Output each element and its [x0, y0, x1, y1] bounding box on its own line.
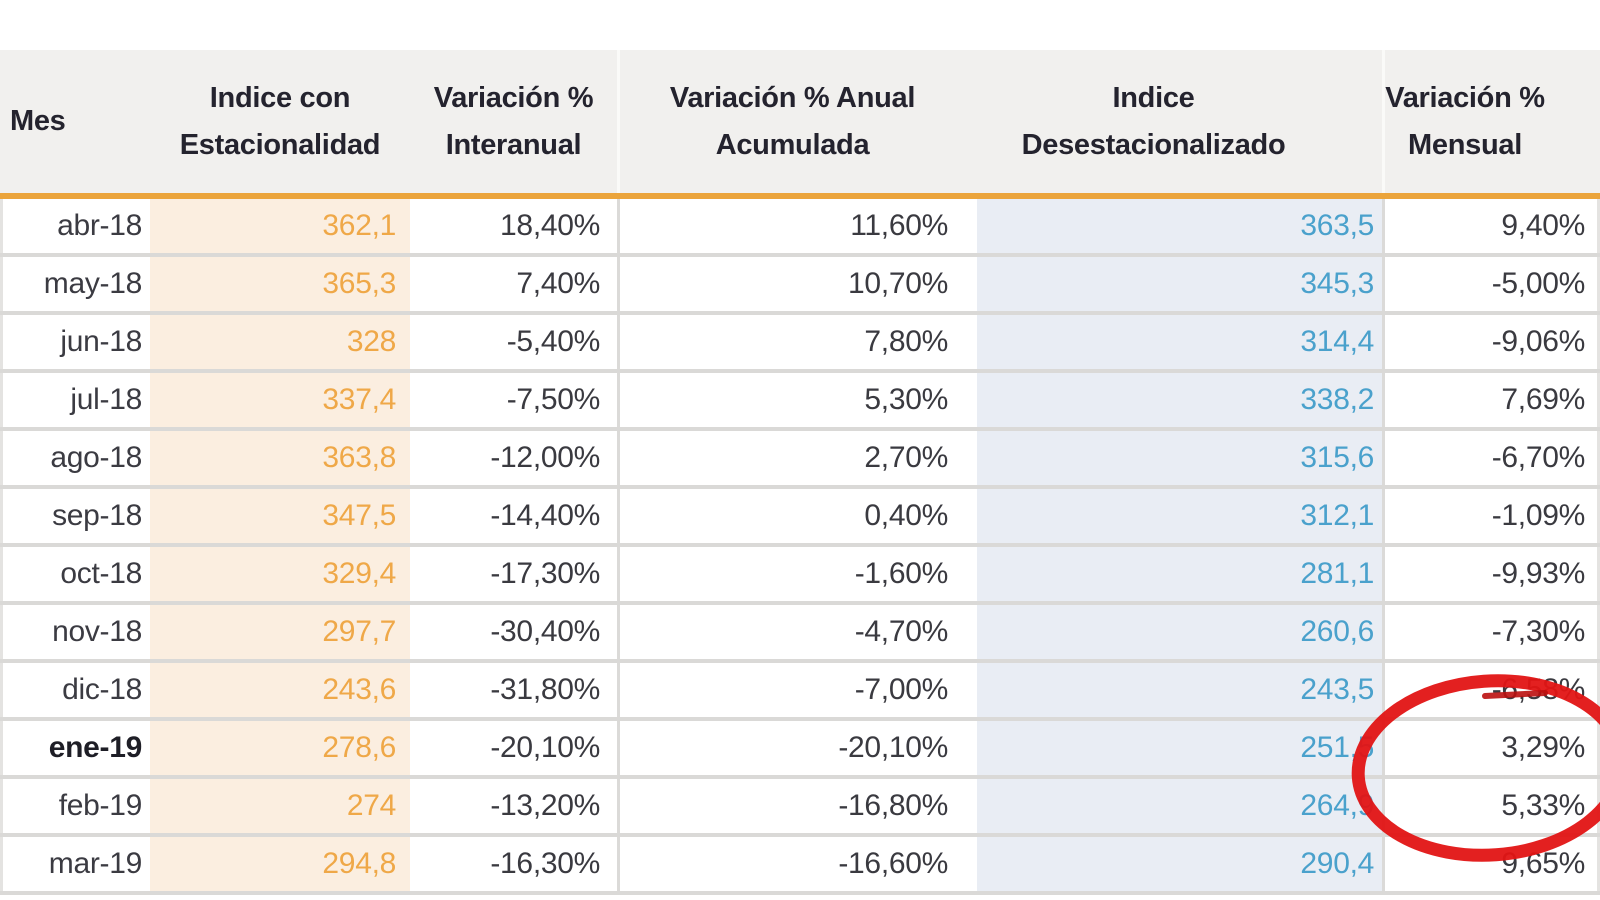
header-cell-variacion-interanual: Variación % Interanual [410, 50, 620, 193]
table-row: mar-19 294,8 -16,30% -16,60% 290,4 9,65% [0, 837, 1600, 895]
cell-mes: jun-18 [0, 315, 150, 369]
cell-mes: ene-19 [0, 721, 150, 775]
cell-variacion_mensual: 9,40% [1385, 199, 1600, 253]
table-header-row: Mes Indice con Estacionalidad Variación … [0, 50, 1600, 199]
table-row: feb-19 274 -13,20% -16,80% 264,9 5,33% [0, 779, 1600, 837]
cell-variacion_mensual: 9,65% [1385, 837, 1600, 891]
cell-indice_desestacionalizado: 243,5 [965, 663, 1385, 717]
cell-variacion_anual_acumulada: -20,10% [838, 731, 948, 764]
cell-variacion_interanual: 7,40% [410, 257, 620, 311]
cell-variacion_mensual: -9,93% [1385, 547, 1600, 601]
header-cell-indice-desestacionalizado: Indice Desestacionalizado [965, 50, 1385, 193]
cell-variacion_anual_acumulada: -4,70% [854, 615, 949, 648]
table-body: abr-18 362,1 18,40% 11,60% 363,5 9,40% may-18 3… [0, 199, 1600, 895]
cell-variacion_mensual: -7,30% [1385, 605, 1600, 659]
cell-indice_desestacionalizado: 251,5 [965, 721, 1385, 775]
cell-mes: abr-18 [0, 199, 150, 253]
cell-indice_desestacionalizado: 345,3 [965, 257, 1385, 311]
cell-variacion_interanual: -14,40% [410, 489, 620, 543]
header-cell-variacion-anual-acumulada: Variación % Anual Acumulada [669, 81, 916, 161]
cell-indice_con_estacionalidad: 362,1 [150, 199, 410, 253]
cell-indice_con_estacionalidad: 294,8 [150, 837, 410, 891]
cell-indice_desestacionalizado: 264,9 [965, 779, 1385, 833]
cell-mes: dic-18 [0, 663, 150, 717]
cell-variacion_anual_acumulada: -1,60% [854, 557, 949, 590]
table-row: jul-18 337,4 -7,50% 5,30% 338,2 7,69% [0, 373, 1600, 431]
cell-variacion_anual_acumulada: 10,70% [848, 267, 948, 300]
cell-variacion_interanual: -30,40% [410, 605, 620, 659]
cell-mes: sep-18 [0, 489, 150, 543]
cell-variacion_mensual: -5,00% [1385, 257, 1600, 311]
cell-variacion_mensual: -9,06% [1385, 315, 1600, 369]
table-row: sep-18 347,5 -14,40% 0,40% 312,1 -1,09% [0, 489, 1600, 547]
cell-variacion_anual_acumulada: 11,60% [850, 209, 948, 242]
cell-indice_con_estacionalidad: 328 [150, 315, 410, 369]
cell-variacion_interanual: -20,10% [410, 721, 620, 775]
cell-mes: feb-19 [0, 779, 150, 833]
table-row: may-18 365,3 7,40% 10,70% 345,3 -5,00% [0, 257, 1600, 315]
cell-variacion_mensual: 5,33% [1385, 779, 1600, 833]
cell-mes: jul-18 [0, 373, 150, 427]
cell-variacion_interanual: -16,30% [410, 837, 620, 891]
cell-indice_desestacionalizado: 281,1 [965, 547, 1385, 601]
cell-mes: mar-19 [0, 837, 150, 891]
cell-variacion_interanual: 18,40% [410, 199, 620, 253]
cell-indice_desestacionalizado: 312,1 [965, 489, 1385, 543]
cell-variacion_mensual: 7,69% [1385, 373, 1600, 427]
cell-indice_con_estacionalidad: 297,7 [150, 605, 410, 659]
cell-indice_con_estacionalidad: 337,4 [150, 373, 410, 427]
cell-variacion_anual_acumulada: -16,60% [838, 847, 948, 880]
header-cell-mes: Mes [10, 105, 66, 138]
cell-mes: ago-18 [0, 431, 150, 485]
cell-variacion_mensual: 3,29% [1385, 721, 1600, 775]
cell-variacion_mensual: -1,09% [1385, 489, 1600, 543]
cell-indice_con_estacionalidad: 243,6 [150, 663, 410, 717]
table-row: jun-18 328 -5,40% 7,80% 314,4 -9,06% [0, 315, 1600, 373]
cell-variacion_interanual: -13,20% [410, 779, 620, 833]
table-row: ago-18 363,8 -12,00% 2,70% 315,6 -6,70% [0, 431, 1600, 489]
table-row: ene-19 278,6 -20,10% -20,10% 251,5 3,29% [0, 721, 1600, 779]
cell-variacion_interanual: -31,80% [410, 663, 620, 717]
cell-variacion_interanual: -12,00% [410, 431, 620, 485]
cell-indice_desestacionalizado: 363,5 [965, 199, 1385, 253]
header-cell-variacion-mensual: Variación % Mensual [1385, 81, 1545, 161]
table-row: dic-18 243,6 -31,80% -7,00% 243,5 -6,58% [0, 663, 1600, 721]
cell-mes: may-18 [0, 257, 150, 311]
cell-variacion_interanual: -5,40% [410, 315, 620, 369]
cell-variacion_anual_acumulada: -7,00% [854, 673, 949, 706]
data-table: Mes Indice con Estacionalidad Variación … [0, 50, 1600, 895]
cell-indice_con_estacionalidad: 278,6 [150, 721, 410, 775]
cell-variacion_anual_acumulada: 2,70% [864, 441, 948, 474]
table-row: nov-18 297,7 -30,40% -4,70% 260,6 -7,30% [0, 605, 1600, 663]
cell-indice_con_estacionalidad: 365,3 [150, 257, 410, 311]
cell-indice_desestacionalizado: 260,6 [965, 605, 1385, 659]
cell-variacion_mensual: -6,58% [1385, 663, 1600, 717]
cell-indice_desestacionalizado: 314,4 [965, 315, 1385, 369]
cell-variacion_anual_acumulada: 0,40% [864, 499, 948, 532]
header-cell-indice-con-estacionalidad: Indice con Estacionalidad [179, 81, 381, 161]
cell-mes: oct-18 [0, 547, 150, 601]
cell-indice_con_estacionalidad: 347,5 [150, 489, 410, 543]
cell-variacion_anual_acumulada: -16,80% [838, 789, 948, 822]
table-row: oct-18 329,4 -17,30% -1,60% 281,1 -9,93% [0, 547, 1600, 605]
cell-variacion_interanual: -17,30% [410, 547, 620, 601]
cell-indice_con_estacionalidad: 274 [150, 779, 410, 833]
table-row: abr-18 362,1 18,40% 11,60% 363,5 9,40% [0, 199, 1600, 257]
cell-variacion_anual_acumulada: 7,80% [864, 325, 948, 358]
cell-indice_desestacionalizado: 290,4 [965, 837, 1385, 891]
cell-variacion_mensual: -6,70% [1385, 431, 1600, 485]
cell-indice_con_estacionalidad: 363,8 [150, 431, 410, 485]
cell-indice_con_estacionalidad: 329,4 [150, 547, 410, 601]
cell-mes: nov-18 [0, 605, 150, 659]
cell-indice_desestacionalizado: 338,2 [965, 373, 1385, 427]
cell-variacion_interanual: -7,50% [410, 373, 620, 427]
cell-variacion_anual_acumulada: 5,30% [864, 383, 948, 416]
cell-indice_desestacionalizado: 315,6 [965, 431, 1385, 485]
